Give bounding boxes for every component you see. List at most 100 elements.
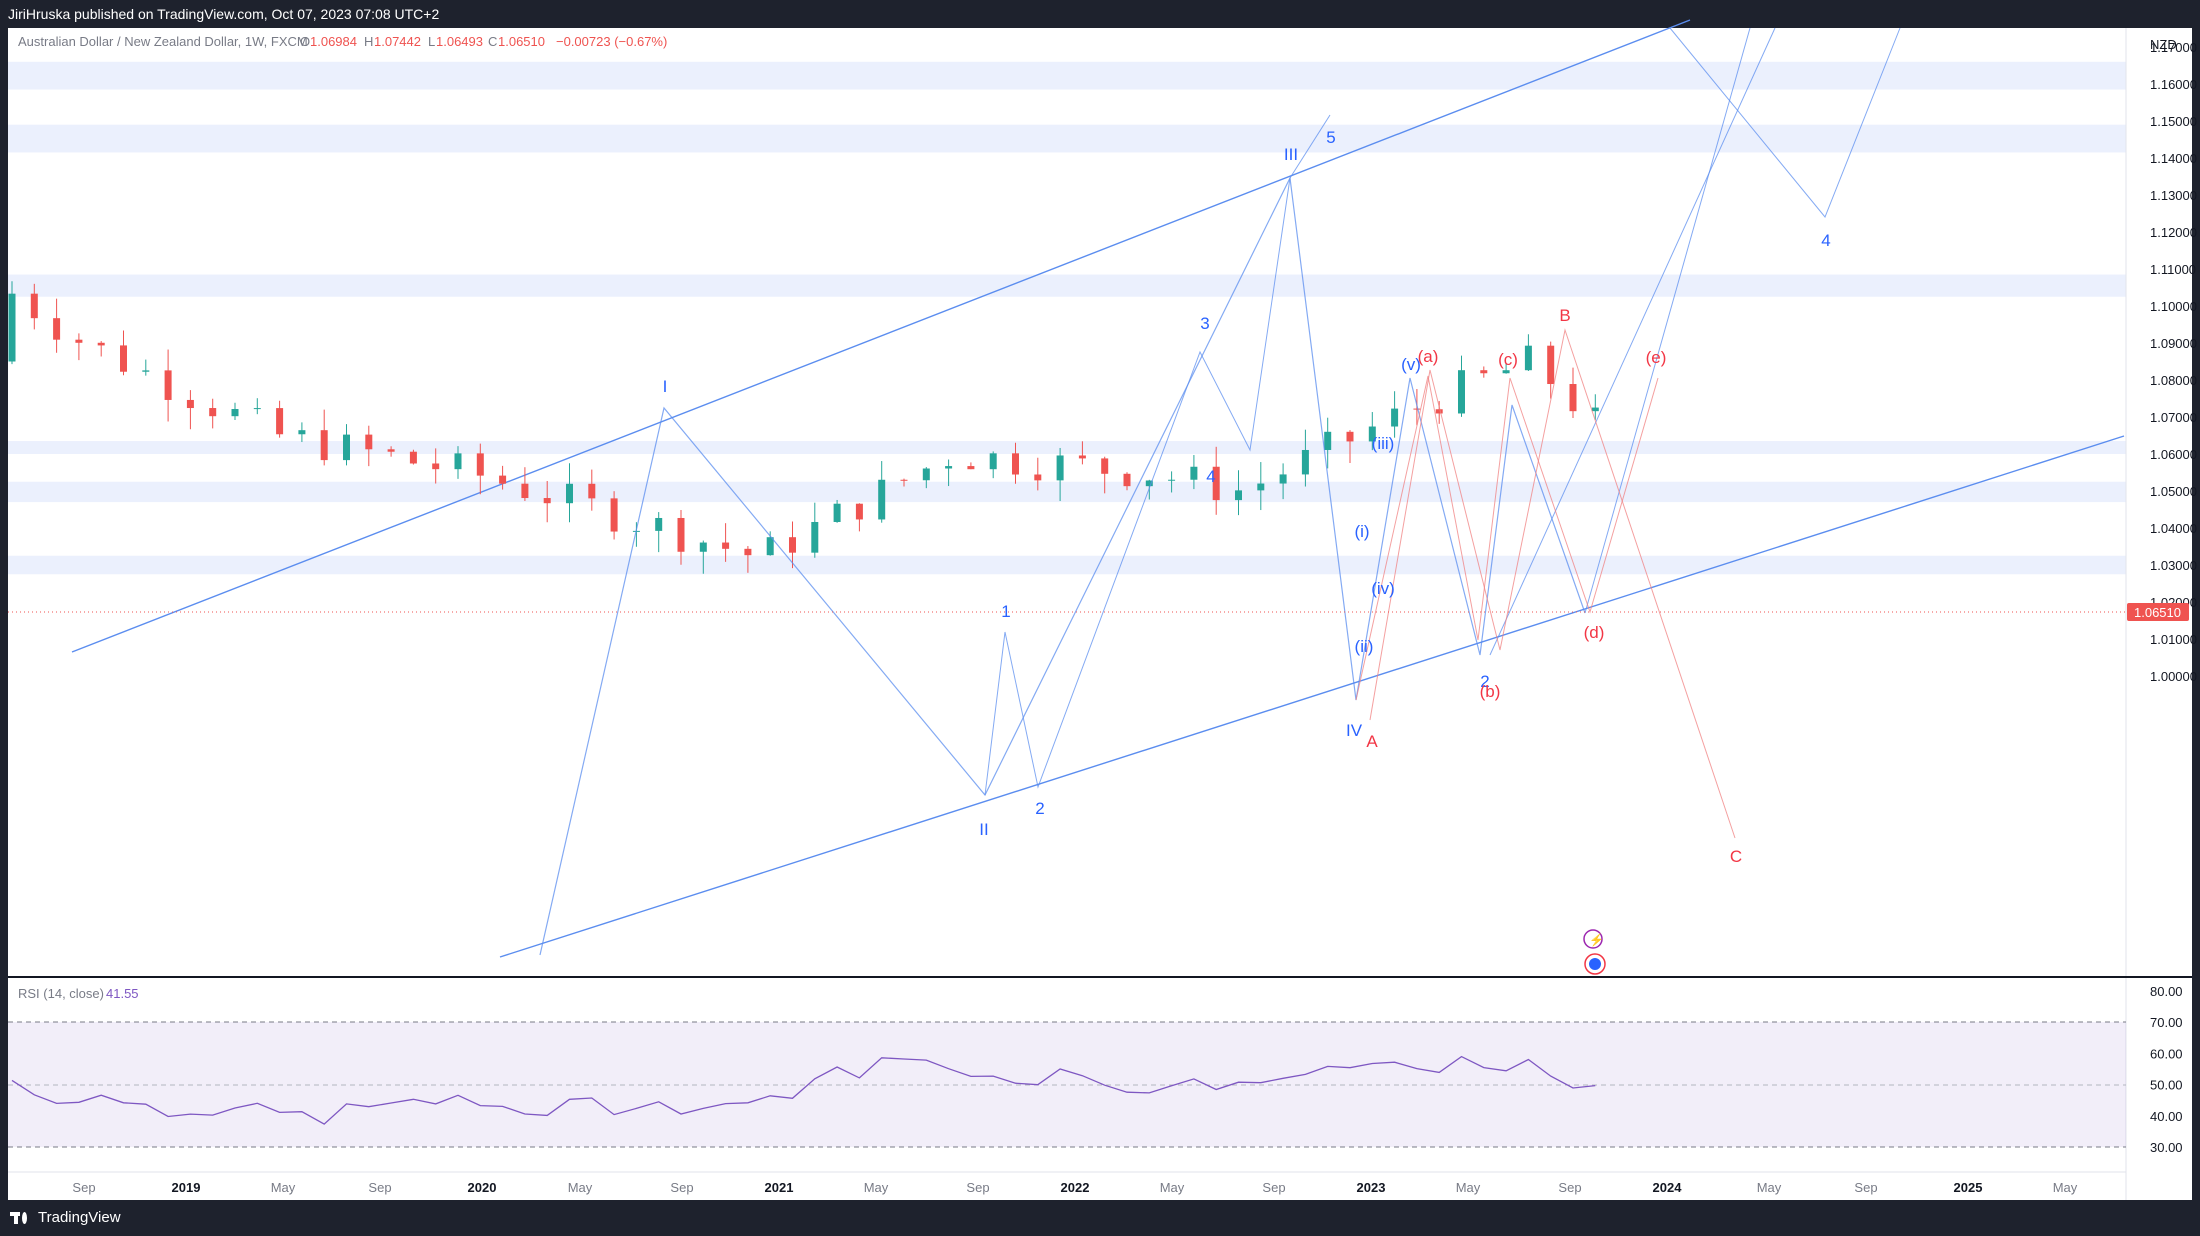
candle-body (1101, 458, 1109, 474)
legend-close-value: 1.06510 (498, 34, 545, 49)
projection-wave-4[interactable] (1669, 27, 1901, 218)
rsi-value: 41.55 (106, 986, 139, 1001)
candle-body (387, 449, 395, 452)
candle-body (1279, 474, 1287, 484)
trend-lines[interactable] (71, 19, 2125, 958)
time-tick: 2019 (172, 1180, 201, 1195)
chart-panel[interactable] (8, 28, 2192, 1200)
wave-label: 2 (1480, 672, 1489, 691)
rsi-tick: 30.00 (2150, 1140, 2183, 1155)
candle-body (1591, 407, 1599, 412)
demand-supply-zone (8, 61, 2126, 90)
publisher-bar: JiriHruska published on TradingView.com,… (0, 0, 2200, 28)
time-tick: Sep (368, 1180, 391, 1195)
channel-line[interactable] (71, 19, 1691, 653)
dividend-event-icon[interactable] (1583, 929, 1603, 949)
price-tick: 1.13000 (2150, 188, 2197, 203)
candle-body (1324, 431, 1332, 450)
candle-body (1346, 431, 1354, 442)
candle-body (53, 318, 61, 340)
price-tick: 1.12000 (2150, 225, 2197, 240)
demand-supply-zone (8, 481, 2126, 503)
wave-paths[interactable] (539, 27, 1901, 956)
time-tick: Sep (670, 1180, 693, 1195)
price-scale[interactable]: 1.17000 1.16000 1.15000 1.14000 1.13000 1.120… (2150, 40, 2197, 684)
tradingview-mark-icon (10, 1210, 32, 1226)
candle-body (833, 503, 841, 522)
candle-body (1190, 466, 1198, 480)
price-tick: 1.00000 (2150, 669, 2197, 684)
price-tick: 1.05000 (2150, 484, 2197, 499)
time-tick: Sep (966, 1180, 989, 1195)
candle-body (1012, 453, 1019, 475)
wave-label: (i) (1354, 522, 1369, 541)
projection-path[interactable] (1489, 27, 1776, 656)
wave-label: 1 (1001, 602, 1010, 621)
candle-body (766, 537, 774, 556)
time-tick: 2020 (468, 1180, 497, 1195)
legend-high-label: H (364, 34, 373, 49)
candle-body (610, 498, 618, 532)
candle-body (900, 479, 908, 481)
wave-label: (d) (1584, 623, 1605, 642)
price-tick: 1.04000 (2150, 521, 2197, 536)
wave-label: II (979, 820, 988, 839)
rsi-tick: 70.00 (2150, 1015, 2183, 1030)
legend-open-label: O (300, 34, 310, 49)
time-tick: May (271, 1180, 296, 1195)
candle-body (855, 503, 863, 520)
wave-label: 4 (1206, 467, 1215, 486)
wave-label: 4 (1821, 231, 1830, 250)
time-axis[interactable]: Sep 2019 May Sep 2020 May Sep 2021 May Sep 2022 May… (72, 1180, 2077, 1195)
wave-label: (iv) (1371, 579, 1395, 598)
wave-label: (iii) (1372, 434, 1395, 453)
candle-body (967, 466, 975, 470)
price-tick: 1.09000 (2150, 336, 2197, 351)
time-tick: May (1456, 1180, 1481, 1195)
time-tick: Sep (1558, 1180, 1581, 1195)
candle-body (1168, 479, 1176, 481)
demand-supply-zone (8, 555, 2126, 575)
legend: Australian Dollar / New Zealand Dollar, … (18, 34, 667, 49)
price-tick: 1.08000 (2150, 373, 2197, 388)
candles (8, 281, 1599, 574)
price-tick: 1.10000 (2150, 299, 2197, 314)
wave-label: (v) (1401, 355, 1421, 374)
corrective-path[interactable] (1355, 375, 1659, 701)
wave-label: A (1366, 732, 1378, 751)
candle-body (1391, 408, 1399, 427)
wave-5-extension[interactable] (1289, 114, 1331, 179)
minor-wave-path[interactable] (984, 177, 1291, 796)
rsi-tick: 40.00 (2150, 1109, 2183, 1124)
price-tick: 1.07000 (2150, 410, 2197, 425)
demand-supply-zone (8, 124, 2126, 153)
candle-body (1078, 455, 1086, 459)
candle-body (1569, 384, 1577, 412)
candle-body (231, 409, 239, 417)
price-tick: 1.06000 (2150, 447, 2197, 462)
lightning-icon: ⚡ (1589, 933, 1604, 947)
wave-label: I (663, 377, 668, 396)
candle-body (543, 498, 551, 504)
time-tick: 2025 (1954, 1180, 1983, 1195)
candle-body (164, 370, 172, 400)
legend-symbol: Australian Dollar / New Zealand Dollar, … (18, 34, 308, 49)
candle-body (789, 537, 796, 553)
rsi-tick: 80.00 (2150, 984, 2183, 999)
candle-body (1123, 473, 1131, 487)
legend-high-value: 1.07442 (374, 34, 421, 49)
tradingview-logo[interactable]: TradingView (10, 1209, 121, 1226)
candle-body (120, 345, 127, 372)
corrective-abc-path[interactable] (1369, 328, 1736, 839)
wave-label: 5 (1326, 128, 1335, 147)
channel-line[interactable] (499, 435, 2125, 958)
wave-label: C (1730, 847, 1742, 866)
projection-path[interactable] (1584, 27, 1751, 614)
candle-body (432, 463, 440, 470)
candle-body (1034, 474, 1042, 481)
time-tick: 2022 (1061, 1180, 1090, 1195)
candle-body (1480, 370, 1488, 374)
wave-label: (b) (1480, 682, 1501, 701)
candle-body (142, 370, 150, 372)
